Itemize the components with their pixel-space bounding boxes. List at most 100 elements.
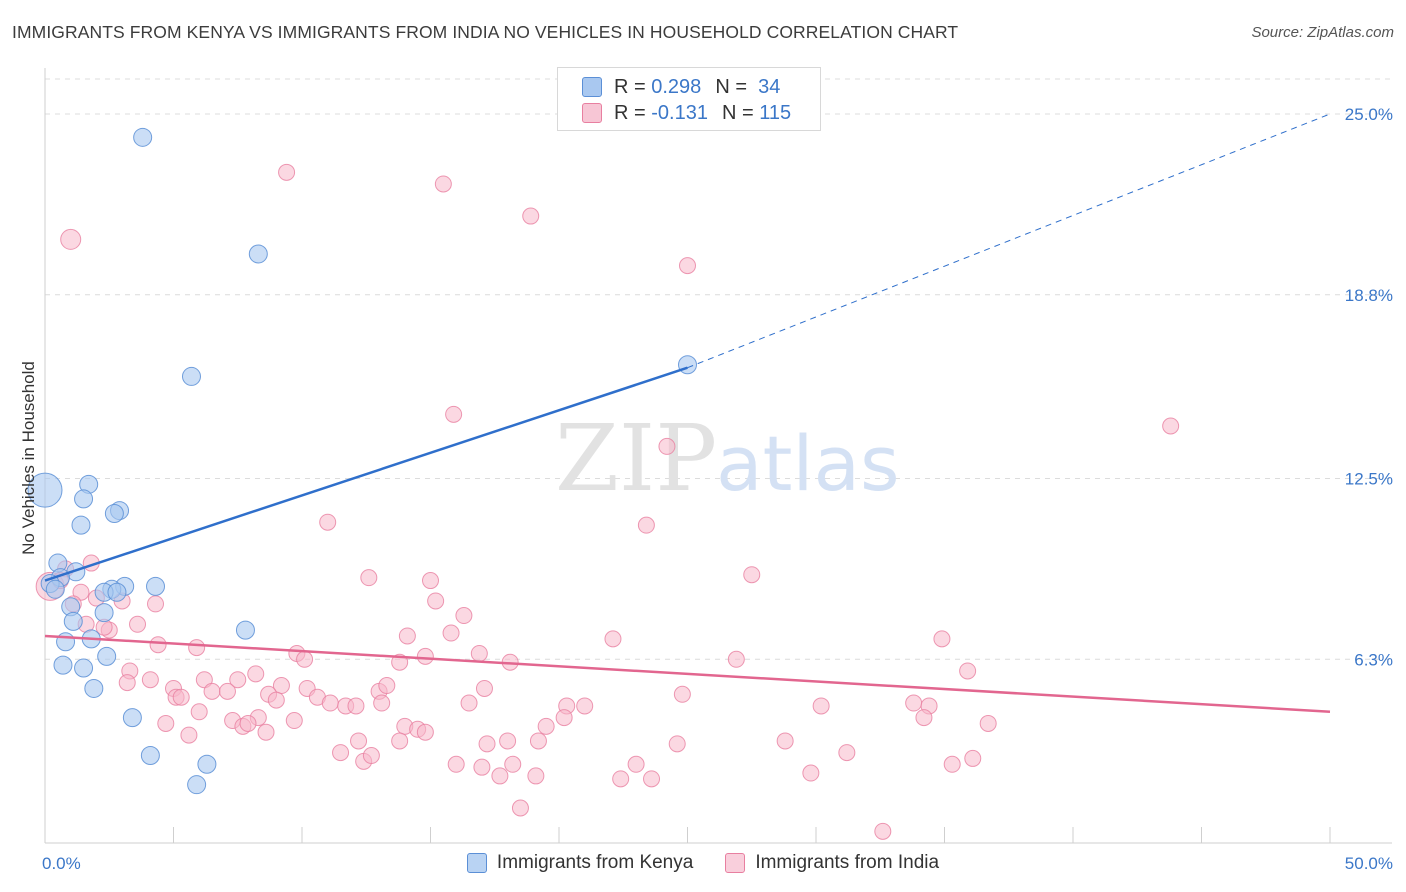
india-point xyxy=(347,697,365,715)
kenya-point xyxy=(187,775,207,795)
kenya-legend-swatch xyxy=(466,853,487,873)
india-point xyxy=(416,723,434,741)
india-point xyxy=(195,671,213,689)
india-point xyxy=(321,694,339,712)
india-point xyxy=(360,569,378,587)
india-point xyxy=(278,163,296,181)
india-point xyxy=(478,735,496,753)
india-point xyxy=(776,732,794,750)
kenya-point xyxy=(63,611,83,631)
kenya-point xyxy=(146,576,166,596)
india-point xyxy=(838,744,856,762)
india-point xyxy=(522,207,540,225)
axes xyxy=(44,68,1392,844)
india-point xyxy=(445,405,463,423)
india-n-label: N = xyxy=(721,101,754,124)
kenya-point xyxy=(45,579,65,599)
india-point xyxy=(658,437,676,455)
kenya-points xyxy=(27,127,697,795)
legend-row-india: R = -0.131 N = 115 xyxy=(582,101,791,125)
y-tick-label: 18.8% xyxy=(1345,286,1393,305)
kenya-point xyxy=(197,754,217,774)
india-point xyxy=(1162,417,1180,435)
india-point xyxy=(398,627,416,645)
india-point xyxy=(427,592,445,610)
source-label: Source: ZipAtlas.com xyxy=(1251,24,1394,41)
india-point xyxy=(422,572,439,590)
india-point xyxy=(964,749,982,767)
india-point xyxy=(643,770,661,788)
india-point xyxy=(627,755,645,773)
india-point xyxy=(267,691,285,709)
india-point xyxy=(905,694,923,712)
india-point xyxy=(72,583,90,601)
kenya-point xyxy=(97,646,117,666)
kenya-point xyxy=(235,620,255,640)
india-point xyxy=(129,615,147,633)
india-point xyxy=(527,767,545,785)
trend-lines xyxy=(44,113,1331,714)
india-point xyxy=(147,595,165,613)
y-tick-label: 6.3% xyxy=(1354,650,1393,669)
kenya-point xyxy=(181,366,201,386)
india-legend-swatch xyxy=(725,853,746,873)
india-point xyxy=(416,647,434,665)
x-tick-label: 0.0% xyxy=(42,854,81,873)
india-point xyxy=(673,685,691,703)
y-tick-label: 25.0% xyxy=(1345,105,1393,124)
kenya-point xyxy=(248,244,268,264)
series-legend: Immigrants from Kenya Immigrants from In… xyxy=(0,852,1406,874)
series-legend-india: Immigrants from India xyxy=(725,852,939,874)
india-series-name: Immigrants from India xyxy=(755,852,940,873)
india-point xyxy=(511,799,529,817)
kenya-r-label: R = xyxy=(614,75,646,98)
india-point xyxy=(475,679,493,697)
india-point xyxy=(727,650,745,668)
india-point xyxy=(668,735,686,753)
y-tick-label: 12.5% xyxy=(1345,469,1393,488)
india-r-label: R = xyxy=(614,101,646,124)
kenya-point xyxy=(27,472,63,508)
india-point xyxy=(285,712,303,730)
india-point xyxy=(141,671,159,689)
series-legend-kenya: Immigrants from Kenya xyxy=(466,852,693,874)
india-point xyxy=(537,717,555,735)
india-point xyxy=(470,644,488,662)
watermark-zip: ZIP xyxy=(555,405,717,512)
india-point xyxy=(473,758,491,776)
india-point xyxy=(434,175,452,193)
india-point xyxy=(529,732,547,750)
india-point xyxy=(555,709,573,727)
india-point xyxy=(933,630,951,648)
india-point xyxy=(812,697,830,715)
india-point xyxy=(604,630,622,648)
kenya-n-value: 34 xyxy=(758,75,781,98)
india-point xyxy=(239,714,257,732)
kenya-point xyxy=(56,632,76,652)
india-point xyxy=(229,671,247,689)
y-axis-label: No Vehicles in Household xyxy=(19,361,38,555)
india-point xyxy=(447,755,465,773)
india-point xyxy=(455,607,473,625)
india-point xyxy=(959,662,977,680)
india-point xyxy=(296,650,314,668)
india-point xyxy=(203,682,221,700)
kenya-point xyxy=(133,127,153,147)
india-point xyxy=(378,677,396,695)
india-point xyxy=(504,755,522,773)
india-point xyxy=(612,770,630,788)
kenya-r-value: 0.298 xyxy=(651,75,702,98)
india-point xyxy=(979,714,997,732)
india-point xyxy=(679,257,696,275)
india-point xyxy=(180,726,198,744)
kenya-trend-extension xyxy=(687,113,1331,369)
india-swatch xyxy=(582,103,602,123)
india-point xyxy=(332,744,350,762)
india-n-value: 115 xyxy=(759,101,792,124)
kenya-point xyxy=(53,655,73,675)
india-point xyxy=(149,636,167,654)
india-point xyxy=(362,747,380,765)
kenya-point xyxy=(84,678,104,698)
india-points xyxy=(35,163,1180,840)
india-point xyxy=(188,639,206,657)
